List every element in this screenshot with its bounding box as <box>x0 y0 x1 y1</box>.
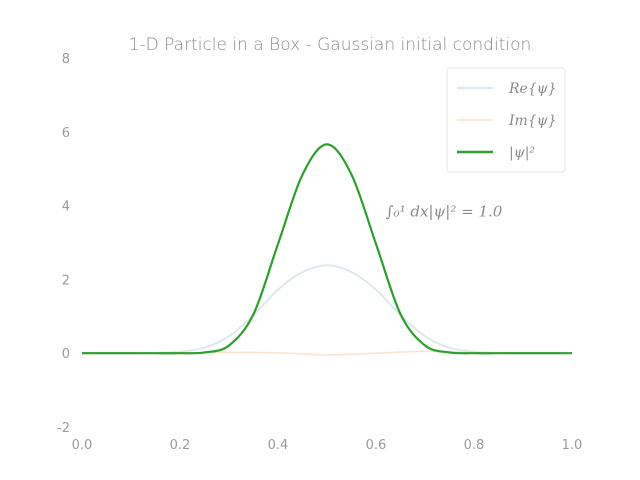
x-tick-label: 0.6 <box>366 438 387 453</box>
x-tick-label: 0.2 <box>170 438 191 453</box>
legend-label: Re{ψ} <box>508 81 557 97</box>
series-layer <box>81 143 572 356</box>
x-tick-label: 0.4 <box>268 438 289 453</box>
y-tick-label: 6 <box>62 126 70 141</box>
legend: Re{ψ} Im{ψ} |ψ|² <box>446 67 566 173</box>
normalization-annotation: ∫₀¹ dx|ψ|² = 1.0 <box>386 203 503 221</box>
x-tick-label: 0.8 <box>464 438 485 453</box>
x-tick-label: 1.0 <box>562 438 583 453</box>
annotation-layer: ∫₀¹ dx|ψ|² = 1.0 <box>386 203 503 221</box>
y-tick-label: 0 <box>62 347 70 362</box>
y-tick-label: 2 <box>62 273 70 288</box>
x-tick-label: 0.0 <box>72 438 93 453</box>
y-axis-ticks: -2 0 2 4 6 8 <box>57 52 70 436</box>
y-tick-label: 4 <box>62 200 70 215</box>
legend-label: |ψ|² <box>509 145 535 161</box>
y-tick-label: -2 <box>57 421 70 436</box>
chart-title: 1-D Particle in a Box - Gaussian initial… <box>129 35 532 55</box>
series-line-abs-psi-squared <box>81 143 572 355</box>
legend-frame <box>446 67 566 173</box>
legend-label: Im{ψ} <box>508 113 557 129</box>
y-tick-label: 8 <box>62 52 70 67</box>
x-axis-ticks: 0.0 0.2 0.4 0.6 0.8 1.0 <box>72 438 583 453</box>
series-line-re-psi <box>81 264 572 355</box>
